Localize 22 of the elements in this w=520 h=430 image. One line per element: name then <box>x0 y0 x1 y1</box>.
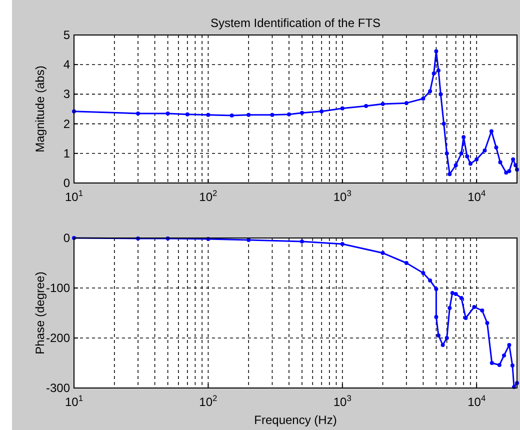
y-tick-label: -200 <box>46 331 70 345</box>
x-tick-label: 10$^{3}$ <box>333 393 352 409</box>
x-tick-label: 10$^{4}$ <box>468 393 486 409</box>
y-tick-label: 0 <box>63 176 70 190</box>
y-tick-label: 5 <box>63 28 70 42</box>
y-tick-label: 0 <box>63 231 70 245</box>
x-tick-label: 10$^{2}$ <box>199 188 218 204</box>
y-tick-label: 2 <box>63 116 70 131</box>
x-tick-label: 10$^{2}$ <box>199 393 218 409</box>
x-tick-label: 10$^{3}$ <box>333 188 352 204</box>
y-tick-label: 3 <box>63 87 70 102</box>
x-tick-label: 10$^{1}$ <box>64 188 84 204</box>
y-tick-label: 4 <box>63 58 70 72</box>
y-axis-title: Phase (degree) <box>33 272 47 354</box>
x-tick-label: 10$^{4}$ <box>468 188 486 204</box>
x-tick-label: 10$^{1}$ <box>64 393 84 409</box>
y-tick-label: -100 <box>46 281 70 295</box>
y-tick-label: -300 <box>46 381 70 395</box>
chart-title: System Identification of the FTS <box>210 16 381 30</box>
y-tick-label: 1 <box>63 146 70 160</box>
x-axis-title: Frequency (Hz) <box>254 413 337 427</box>
y-axis-title: Magnitude (abs) <box>33 66 47 152</box>
